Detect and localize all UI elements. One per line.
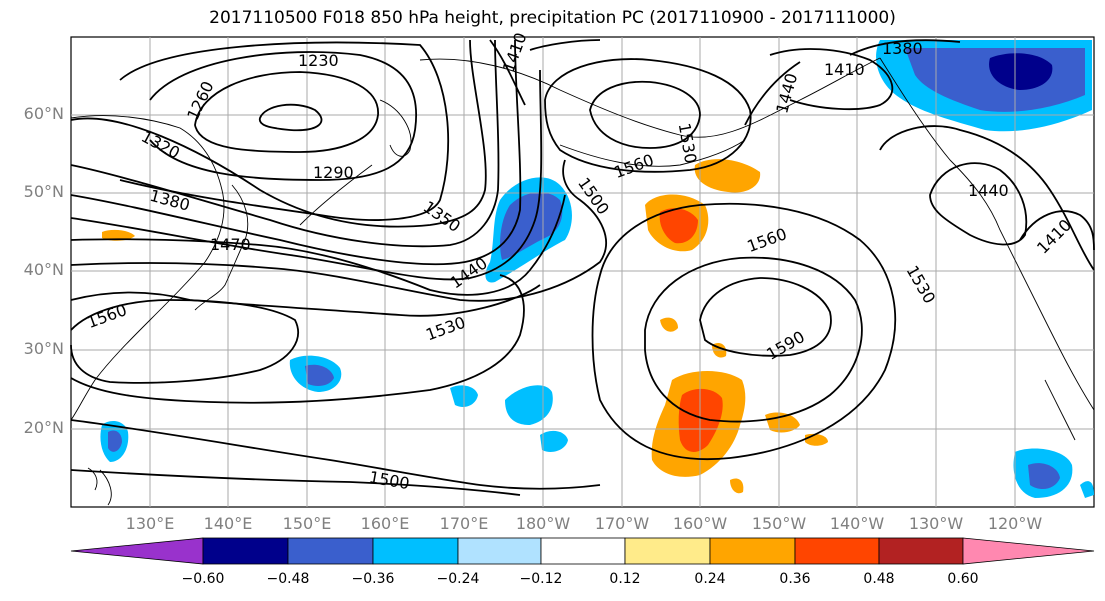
precip-pos-japan-sea bbox=[102, 229, 135, 241]
lon-label: 180°W bbox=[515, 514, 571, 533]
colorbar-cell bbox=[878, 537, 964, 565]
lon-label: 170°W bbox=[594, 514, 650, 533]
colorbar-cell bbox=[794, 537, 880, 565]
contour-1410-ak bbox=[769, 48, 894, 111]
colorbar-tick-label: 0.48 bbox=[863, 571, 895, 587]
lon-label: 140°W bbox=[829, 514, 885, 533]
contour-1500-s bbox=[70, 419, 601, 490]
lat-label: 20°N bbox=[23, 418, 64, 437]
contour-1410 bbox=[70, 39, 522, 266]
colorbar bbox=[70, 537, 1095, 565]
lat-label: 30°N bbox=[23, 339, 64, 358]
coast-na-west bbox=[879, 57, 1095, 411]
contour-1350 bbox=[70, 39, 487, 228]
contour-1590-high bbox=[589, 80, 701, 149]
precip-neg-subtropic-mid bbox=[505, 385, 553, 425]
precip-pos-small1 bbox=[660, 317, 678, 332]
coast-aleutians bbox=[559, 139, 746, 167]
contour-1440-ak bbox=[744, 61, 801, 126]
precip-shading bbox=[100, 40, 1094, 498]
precip-neg-edge bbox=[1080, 481, 1094, 498]
coast-japan bbox=[194, 184, 249, 311]
colorbar-tick-label: −0.60 bbox=[181, 571, 225, 587]
contour-1590-pac bbox=[699, 277, 832, 357]
precip-pos-hawaii-core bbox=[678, 388, 723, 452]
contour-1500-far-s bbox=[70, 469, 521, 496]
contour-1560-pac bbox=[644, 256, 863, 423]
contour-1560-high bbox=[544, 58, 752, 173]
contour-1380 bbox=[70, 39, 500, 248]
contour-1530-arc bbox=[529, 39, 601, 51]
colorbar-cell bbox=[540, 537, 626, 565]
colorbar-tick-label: −0.36 bbox=[351, 571, 395, 587]
lon-label: 130°E bbox=[125, 514, 175, 533]
colorbar-tick-label: −0.24 bbox=[436, 571, 480, 587]
contour-1230-low bbox=[258, 103, 323, 132]
precip-neg-nw-pacific-core bbox=[500, 192, 563, 260]
colorbar-tick-label: −0.12 bbox=[519, 571, 563, 587]
precip-neg-subtropic-core bbox=[305, 364, 334, 386]
precip-neg-subtropic-mid3 bbox=[540, 430, 568, 452]
contour-label: 1410 bbox=[824, 60, 865, 79]
lon-label: 130°W bbox=[908, 514, 964, 533]
contour-label: 1440 bbox=[968, 181, 1009, 200]
contour-1530-na bbox=[879, 125, 1095, 271]
contour-1530-pac bbox=[591, 202, 896, 460]
lon-label: 150°W bbox=[751, 514, 807, 533]
lon-label: 170°E bbox=[439, 514, 489, 533]
contour-1440-na bbox=[929, 162, 1028, 246]
precip-pos-mid-pacific-core bbox=[659, 208, 698, 244]
contour-1560-w bbox=[70, 299, 299, 384]
contour-1410-na bbox=[1019, 210, 1095, 251]
lon-label: 140°E bbox=[203, 514, 253, 533]
contour-label: 1470 bbox=[210, 235, 251, 254]
contour-1260 bbox=[194, 71, 379, 153]
contour-1500-main bbox=[70, 159, 607, 302]
map-title: 2017110500 F018 850 hPa height, precipit… bbox=[209, 8, 896, 28]
contour-label: 1230 bbox=[298, 51, 339, 70]
colorbar-cell bbox=[457, 537, 542, 565]
contour-1410-top bbox=[489, 39, 526, 106]
contour-1290 bbox=[149, 51, 417, 181]
height-contours bbox=[70, 39, 1095, 496]
colorbar-tick-label: −0.48 bbox=[266, 571, 310, 587]
colorbar-tick-label: 0.36 bbox=[779, 571, 811, 587]
contour-label: 1290 bbox=[313, 163, 354, 182]
contour-1530-w bbox=[70, 284, 541, 317]
precip-pos-small3 bbox=[730, 478, 744, 494]
contour-1380-ak bbox=[849, 39, 961, 56]
lon-label: 150°E bbox=[282, 514, 332, 533]
colorbar-extend-max bbox=[962, 537, 1095, 565]
colorbar-cell bbox=[372, 537, 459, 565]
lon-label: 160°W bbox=[672, 514, 728, 533]
coast-alaska bbox=[419, 57, 881, 138]
colorbar-cell bbox=[624, 537, 711, 565]
colorbar-cell bbox=[709, 537, 796, 565]
precip-neg-mexico-w-core bbox=[1028, 463, 1060, 490]
lat-label: 50°N bbox=[23, 182, 64, 201]
coast-kuril bbox=[299, 164, 373, 226]
coastlines bbox=[70, 57, 1095, 506]
colorbar-tick-label: 0.12 bbox=[609, 571, 641, 587]
lon-label: 160°E bbox=[360, 514, 410, 533]
lat-label: 60°N bbox=[23, 104, 64, 123]
colorbar-cell bbox=[287, 537, 374, 565]
precip-pos-gulf-alaska bbox=[694, 159, 761, 193]
precip-neg-alaska-core bbox=[989, 53, 1053, 90]
colorbar-extend-min bbox=[70, 537, 204, 565]
lon-label: 120°W bbox=[987, 514, 1043, 533]
coast-taiwan bbox=[87, 467, 98, 491]
contour-1530-s bbox=[70, 274, 525, 404]
lat-label: 40°N bbox=[23, 260, 64, 279]
colorbar-tick-label: 0.60 bbox=[947, 571, 979, 587]
contour-1470 bbox=[70, 194, 566, 296]
contour-1320 bbox=[119, 41, 450, 221]
contour-label: 1380 bbox=[882, 39, 923, 58]
colorbar-cell bbox=[202, 537, 289, 565]
colorbar-tick-label: 0.24 bbox=[694, 571, 726, 587]
coast-kamchatka bbox=[379, 99, 412, 157]
precip-neg-philippine-core bbox=[108, 430, 122, 452]
coast-baja bbox=[1044, 379, 1076, 441]
